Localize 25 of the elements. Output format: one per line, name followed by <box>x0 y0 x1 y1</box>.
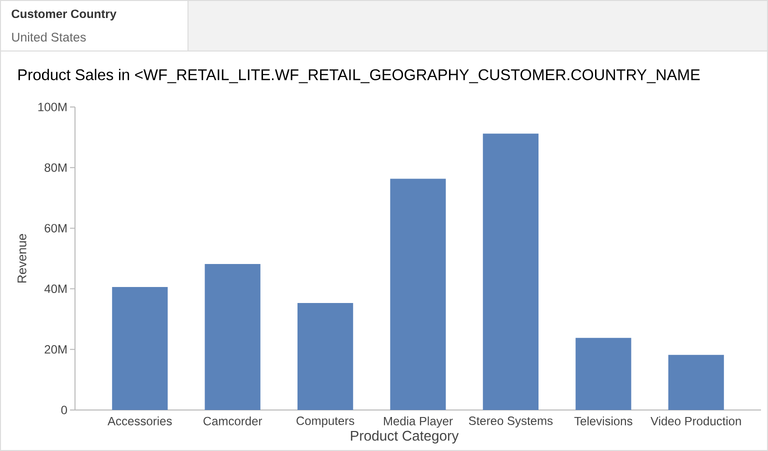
bar <box>482 134 539 410</box>
text: Customer Country <box>12 10 116 20</box>
x-tick-label: Camcorder <box>204 416 262 426</box>
y-tick-label: 20M <box>44 345 66 354</box>
x-tick-label: Accessories <box>108 416 172 426</box>
x-tick-label: Media Player <box>384 416 453 428</box>
y-axis-title: Revenue <box>18 234 26 282</box>
bar <box>112 286 168 410</box>
bar <box>297 303 354 410</box>
bar <box>204 264 260 410</box>
y-tick-label: 60M <box>44 224 66 232</box>
chart-title: Product Sales in <WF_RETAIL_LITE.WF_RETAIL_GEOGRAPHY_CUSTOMER.COUNTRY_NAME <box>18 68 700 84</box>
bar <box>576 338 632 410</box>
y-tick-label: 0 <box>61 406 68 414</box>
x-tick-label: Stereo Systems <box>468 416 553 428</box>
y-tick-label: 80M <box>44 163 66 172</box>
x-tick-label: Computers <box>296 416 354 428</box>
text: United States <box>12 32 86 42</box>
bar <box>668 354 724 410</box>
x-axis-title: Product Category <box>350 430 459 444</box>
x-tick-label: Video Production <box>650 416 741 426</box>
x-tick-label: Televisions <box>574 416 632 426</box>
y-tick-label: 100M <box>38 102 66 112</box>
bar <box>390 178 446 410</box>
y-tick-label: 40M <box>44 284 66 294</box>
